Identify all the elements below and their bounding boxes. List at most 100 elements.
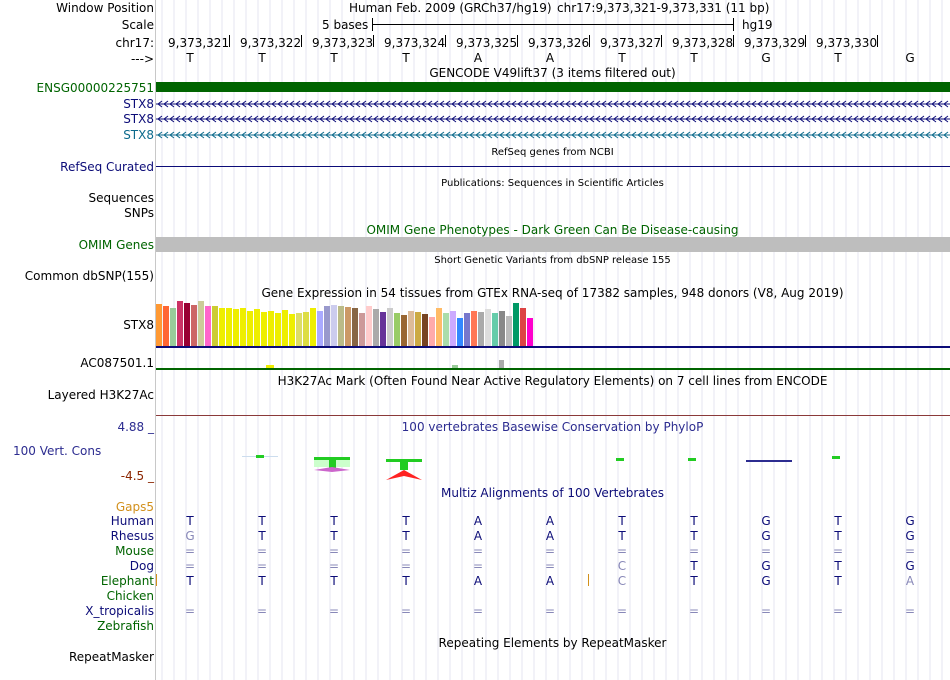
species-label-rhesus[interactable]: Rhesus bbox=[110, 529, 154, 543]
aligned-base: = bbox=[616, 544, 628, 558]
ensg-gene-feature[interactable] bbox=[156, 82, 950, 92]
vert-cons-label[interactable]: 100 Vert. Cons bbox=[13, 444, 102, 458]
strand-chevron bbox=[589, 100, 595, 108]
strand-chevron bbox=[931, 131, 937, 139]
strand-chevron bbox=[535, 115, 541, 123]
gtex-tissue-bar bbox=[177, 301, 183, 346]
aligned-base: T bbox=[402, 574, 410, 588]
strand-chevron bbox=[811, 131, 817, 139]
repeatmasker-track-title[interactable]: Repeating Elements by RepeatMasker bbox=[438, 636, 667, 650]
aligned-base: = bbox=[688, 604, 700, 618]
strand-chevron bbox=[523, 115, 529, 123]
strand-chevron bbox=[811, 100, 817, 108]
strand-chevron bbox=[217, 115, 223, 123]
strand-chevron bbox=[787, 115, 793, 123]
repeatmasker-label[interactable]: RepeatMasker bbox=[68, 650, 154, 664]
strand-chevron bbox=[379, 115, 385, 123]
aligned-base: C bbox=[617, 559, 627, 573]
strand-chevron bbox=[463, 131, 469, 139]
strand-chevron bbox=[667, 115, 673, 123]
strand-chevron bbox=[919, 100, 925, 108]
strand-chevron bbox=[763, 115, 769, 123]
species-label-mouse[interactable]: Mouse bbox=[115, 544, 154, 558]
aligned-base: A bbox=[473, 529, 483, 543]
gtex-gene-label[interactable]: STX8 bbox=[123, 318, 154, 332]
ensg-gene-label[interactable]: ENSG00000225751 bbox=[36, 81, 154, 95]
refseq-track-title[interactable]: RefSeq genes from NCBI bbox=[491, 147, 614, 158]
gaps-label[interactable]: Gaps5 bbox=[115, 500, 154, 514]
ac087501-label[interactable]: AC087501.1 bbox=[80, 356, 154, 370]
strand-chevron bbox=[859, 115, 865, 123]
dbsnp-track-title[interactable]: Short Genetic Variants from dbSNP releas… bbox=[434, 255, 671, 266]
stx8-transcript-2-label[interactable]: STX8 bbox=[123, 112, 154, 126]
omim-genes-label[interactable]: OMIM Genes bbox=[78, 238, 154, 252]
strand-chevron bbox=[889, 100, 895, 108]
strand-chevron bbox=[643, 100, 649, 108]
gtex-tissue-bar bbox=[492, 313, 498, 346]
phylop-track-title[interactable]: 100 vertebrates Basewise Conservation by… bbox=[401, 420, 704, 434]
aligned-base: = bbox=[256, 544, 268, 558]
strand-chevron bbox=[181, 115, 187, 123]
strand-chevron bbox=[817, 131, 823, 139]
phylop-signal[interactable] bbox=[156, 452, 950, 482]
strand-chevron bbox=[895, 100, 901, 108]
species-label-dog[interactable]: Dog bbox=[129, 559, 154, 573]
species-label-chicken[interactable]: Chicken bbox=[106, 589, 154, 603]
gencode-track-title[interactable]: GENCODE V49lift37 (3 items filtered out) bbox=[429, 66, 676, 80]
strand-chevron bbox=[223, 131, 229, 139]
aligned-base: = bbox=[328, 544, 340, 558]
scale-bar-left-end bbox=[372, 18, 373, 31]
strand-chevron bbox=[847, 115, 853, 123]
strand-chevron bbox=[577, 100, 583, 108]
stx8-transcript-2-feature[interactable] bbox=[156, 114, 950, 124]
ac087501-feature[interactable] bbox=[156, 358, 950, 370]
strand-chevron bbox=[607, 100, 613, 108]
strand-chevron bbox=[331, 115, 337, 123]
strand-chevron bbox=[715, 131, 721, 139]
strand-chevron bbox=[709, 115, 715, 123]
layered-h3k27ac-label[interactable]: Layered H3K27Ac bbox=[47, 388, 154, 402]
strand-chevron bbox=[577, 131, 583, 139]
strand-chevron bbox=[865, 115, 871, 123]
sequences-label[interactable]: Sequences bbox=[88, 191, 154, 205]
aligned-base: A bbox=[473, 514, 483, 528]
species-label-human[interactable]: Human bbox=[110, 514, 154, 528]
strand-chevron bbox=[289, 100, 295, 108]
omim-track-title[interactable]: OMIM Gene Phenotypes - Dark Green Can Be… bbox=[366, 223, 739, 237]
strand-chevron bbox=[553, 100, 559, 108]
gtex-tissue-bar bbox=[247, 311, 253, 346]
refseq-curated-label[interactable]: RefSeq Curated bbox=[60, 160, 154, 174]
aligned-base: = bbox=[616, 604, 628, 618]
h3k27ac-track-title[interactable]: H3K27Ac Mark (Often Found Near Active Re… bbox=[277, 374, 828, 388]
strand-chevron bbox=[511, 100, 517, 108]
publications-track-title[interactable]: Publications: Sequences in Scientific Ar… bbox=[441, 178, 664, 189]
strand-chevron bbox=[739, 115, 745, 123]
gtex-tissue-bar bbox=[373, 309, 379, 346]
omim-gene-feature[interactable] bbox=[156, 237, 950, 252]
stx8-transcript-1-label[interactable]: STX8 bbox=[123, 97, 154, 111]
species-label-elephant[interactable]: Elephant bbox=[100, 574, 154, 588]
strand-chevron bbox=[715, 115, 721, 123]
refseq-feature-line[interactable] bbox=[156, 166, 950, 167]
species-label-zebrafish[interactable]: Zebrafish bbox=[97, 619, 154, 633]
strand-chevron bbox=[445, 131, 451, 139]
gtex-tissue-bar bbox=[464, 313, 470, 346]
common-dbsnp-label[interactable]: Common dbSNP(155) bbox=[24, 269, 154, 283]
strand-chevron bbox=[859, 131, 865, 139]
strand-chevron bbox=[565, 115, 571, 123]
stx8-transcript-1-feature[interactable] bbox=[156, 99, 950, 109]
strand-chevron bbox=[523, 100, 529, 108]
strand-chevron bbox=[877, 100, 883, 108]
aligned-base: = bbox=[832, 604, 844, 618]
strand-chevron bbox=[727, 100, 733, 108]
multiz-track-title[interactable]: Multiz Alignments of 100 Vertebrates bbox=[440, 486, 665, 500]
snps-label[interactable]: SNPs bbox=[124, 206, 154, 220]
strand-chevron bbox=[271, 115, 277, 123]
species-label-x_tropicalis[interactable]: X_tropicalis bbox=[85, 604, 154, 618]
strand-chevron bbox=[631, 100, 637, 108]
stx8-transcript-3-label[interactable]: STX8 bbox=[123, 128, 154, 142]
stx8-transcript-3-feature[interactable] bbox=[156, 130, 950, 140]
gtex-expression-bars[interactable] bbox=[156, 299, 950, 349]
strand-chevron bbox=[733, 131, 739, 139]
gtex-track-title[interactable]: Gene Expression in 54 tissues from GTEx … bbox=[261, 286, 844, 300]
